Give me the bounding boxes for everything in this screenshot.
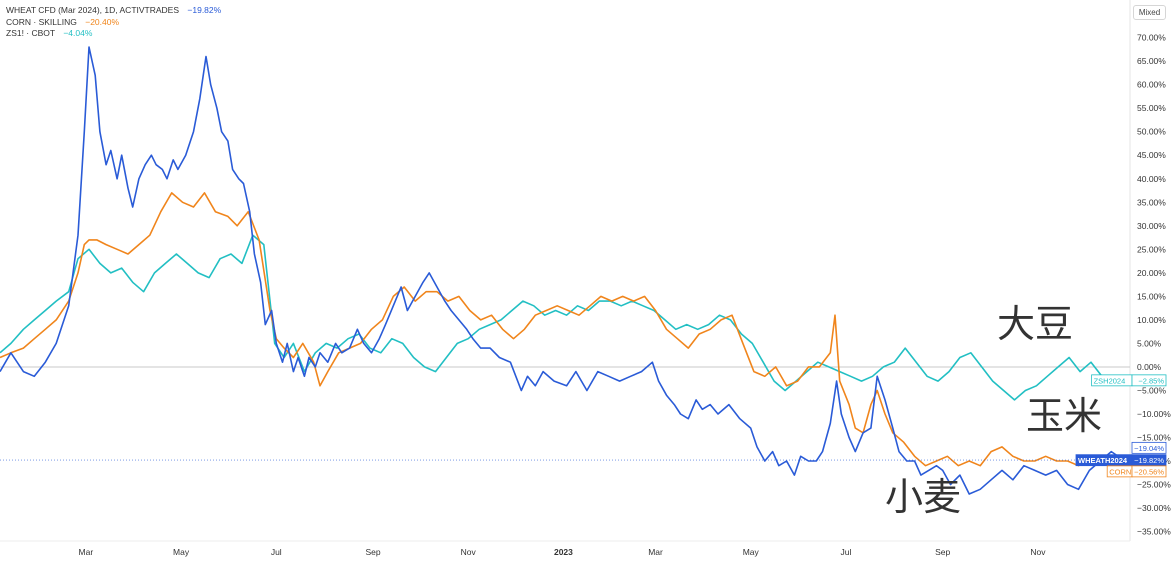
series-line-0 — [0, 46, 1125, 495]
y-tick-label: −35.00% — [1137, 527, 1171, 537]
y-tick-label: 55.00% — [1137, 103, 1166, 113]
y-tick-label: −5.00% — [1137, 385, 1167, 395]
y-tick-label: 45.00% — [1137, 150, 1166, 160]
legend-soybean-name: ZS1! · CBOT — [6, 28, 55, 38]
y-tick-label: 50.00% — [1137, 127, 1166, 137]
svg-text:−2.85%: −2.85% — [1138, 376, 1164, 385]
y-tick-label: 65.00% — [1137, 56, 1166, 66]
y-tick-label: 10.00% — [1137, 315, 1166, 325]
annotation-soybean: 大豆 — [997, 302, 1074, 346]
y-tick-label: 0.00% — [1137, 362, 1162, 372]
legend-item-wheat[interactable]: WHEAT CFD (Mar 2024), 1D, ACTIVTRADES −1… — [6, 5, 221, 17]
series-line-2 — [0, 234, 1124, 401]
x-tick-label: 2023 — [554, 547, 573, 557]
legend-corn-name: CORN · SKILLING — [6, 16, 77, 27]
y-tick-label: 15.00% — [1137, 291, 1166, 301]
x-tick-label: May — [743, 547, 760, 557]
y-tick-label: −30.00% — [1137, 503, 1171, 513]
price-label-corn: CORN −20.56% — [1106, 465, 1167, 478]
legend-corn-value: −20.40% — [85, 16, 120, 27]
x-tick-label: Sep — [935, 547, 950, 557]
x-tick-label: Jul — [841, 547, 852, 557]
y-tick-label: 60.00% — [1137, 80, 1166, 90]
y-tick-label: −10.00% — [1137, 409, 1171, 419]
scale-mode-button[interactable]: Mixed — [1133, 5, 1166, 20]
y-tick-label: 70.00% — [1137, 33, 1166, 43]
x-tick-label: Mar — [79, 547, 94, 557]
x-tick-label: Jul — [271, 547, 282, 557]
y-tick-label: −25.00% — [1137, 480, 1171, 490]
x-tick-label: Nov — [1030, 547, 1046, 557]
svg-text:−20.56%: −20.56% — [1134, 467, 1164, 476]
legend-soybean-value: −4.04% — [63, 28, 93, 38]
legend-wheat-name: WHEAT CFD (Mar 2024), 1D, ACTIVTRADES — [6, 5, 180, 15]
price-label-soybean: ZSH2024 −2.85% — [1091, 374, 1167, 387]
svg-text:CORN: CORN — [1109, 467, 1131, 476]
svg-text:−19.04%: −19.04% — [1134, 444, 1164, 453]
svg-text:−19.82%: −19.82% — [1134, 456, 1164, 465]
x-tick-label: Mar — [648, 547, 663, 557]
x-tick-label: May — [173, 547, 190, 557]
y-tick-label: 20.00% — [1137, 268, 1166, 278]
annotation-wheat: 小麦 — [885, 475, 962, 519]
x-tick-label: Sep — [365, 547, 380, 557]
price-label-wheat-extra: −19.04% — [1131, 441, 1167, 454]
annotation-corn: 玉米 — [1026, 394, 1103, 438]
y-tick-label: 40.00% — [1137, 174, 1166, 184]
legend: WHEAT CFD (Mar 2024), 1D, ACTIVTRADES −1… — [6, 5, 221, 40]
svg-text:ZSH2024: ZSH2024 — [1094, 376, 1126, 385]
y-tick-label: −15.00% — [1137, 433, 1171, 443]
legend-item-corn[interactable]: CORN · SKILLING −20.40% — [6, 17, 221, 29]
y-tick-label: 5.00% — [1137, 338, 1162, 348]
y-tick-label: 25.00% — [1137, 244, 1166, 254]
price-labels: ZSH2024 −2.85% WHEATH2024 −19.82%CORN −20.56… — [1075, 374, 1167, 478]
legend-item-soybean[interactable]: ZS1! · CBOT −4.04% — [6, 28, 221, 40]
y-tick-label: 30.00% — [1137, 221, 1166, 231]
price-label-wheat: WHEATH2024 −19.82% — [1075, 454, 1167, 467]
series-line-1 — [0, 192, 1124, 467]
x-axis: Mar May Jul Sep Nov 2023 Mar May Jul Sep Nov — [0, 540, 1130, 557]
y-tick-label: 35.00% — [1137, 197, 1166, 207]
legend-wheat-value: −19.82% — [187, 5, 222, 15]
svg-text:WHEATH2024: WHEATH2024 — [1078, 456, 1128, 465]
x-tick-label: Nov — [461, 547, 477, 557]
series-layer — [0, 46, 1130, 495]
